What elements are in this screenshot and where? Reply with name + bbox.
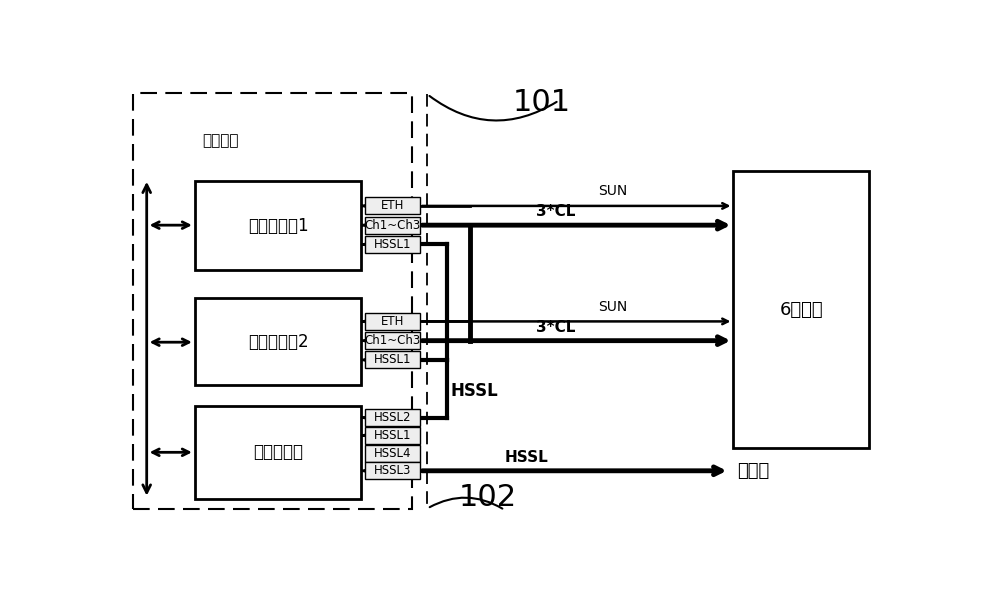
Text: HSSL3: HSSL3: [374, 464, 411, 477]
Text: ETH: ETH: [381, 315, 404, 328]
Text: 工件台: 工件台: [737, 462, 770, 480]
Text: 3*CL: 3*CL: [536, 320, 575, 334]
Bar: [195, 181, 361, 270]
Text: Ch1~Ch3: Ch1~Ch3: [364, 334, 420, 347]
Text: HSSL1: HSSL1: [374, 429, 411, 442]
Text: 多点拟合板: 多点拟合板: [253, 444, 303, 461]
Bar: [195, 298, 361, 385]
Bar: [365, 427, 420, 444]
Text: SUN: SUN: [598, 184, 627, 198]
Text: HSSL: HSSL: [450, 382, 498, 400]
Bar: [365, 409, 420, 426]
Bar: [133, 93, 412, 509]
FancyArrowPatch shape: [430, 498, 502, 509]
Text: HSSL4: HSSL4: [374, 447, 411, 460]
FancyArrowPatch shape: [429, 96, 557, 120]
Text: 101: 101: [512, 88, 571, 117]
Text: 图像处理板1: 图像处理板1: [248, 216, 308, 235]
Bar: [365, 463, 420, 479]
Bar: [365, 236, 420, 253]
Bar: [365, 332, 420, 349]
Text: HSSL1: HSSL1: [374, 353, 411, 366]
Text: 6个相机: 6个相机: [779, 301, 823, 319]
Text: HSSL: HSSL: [505, 449, 548, 465]
Text: ETH: ETH: [381, 199, 404, 212]
Text: 图像处理板2: 图像处理板2: [248, 333, 308, 351]
Text: 控制机箱: 控制机箱: [202, 133, 239, 148]
Text: HSSL2: HSSL2: [374, 411, 411, 424]
Bar: [365, 313, 420, 330]
Text: Ch1~Ch3: Ch1~Ch3: [364, 219, 420, 232]
Text: 3*CL: 3*CL: [536, 204, 575, 219]
Text: SUN: SUN: [598, 299, 627, 314]
Bar: [365, 197, 420, 215]
Bar: [195, 406, 361, 499]
Bar: [365, 445, 420, 461]
Text: 102: 102: [458, 483, 516, 512]
Bar: [733, 171, 869, 448]
Bar: [365, 216, 420, 234]
Bar: [365, 352, 420, 368]
Text: HSSL1: HSSL1: [374, 238, 411, 251]
